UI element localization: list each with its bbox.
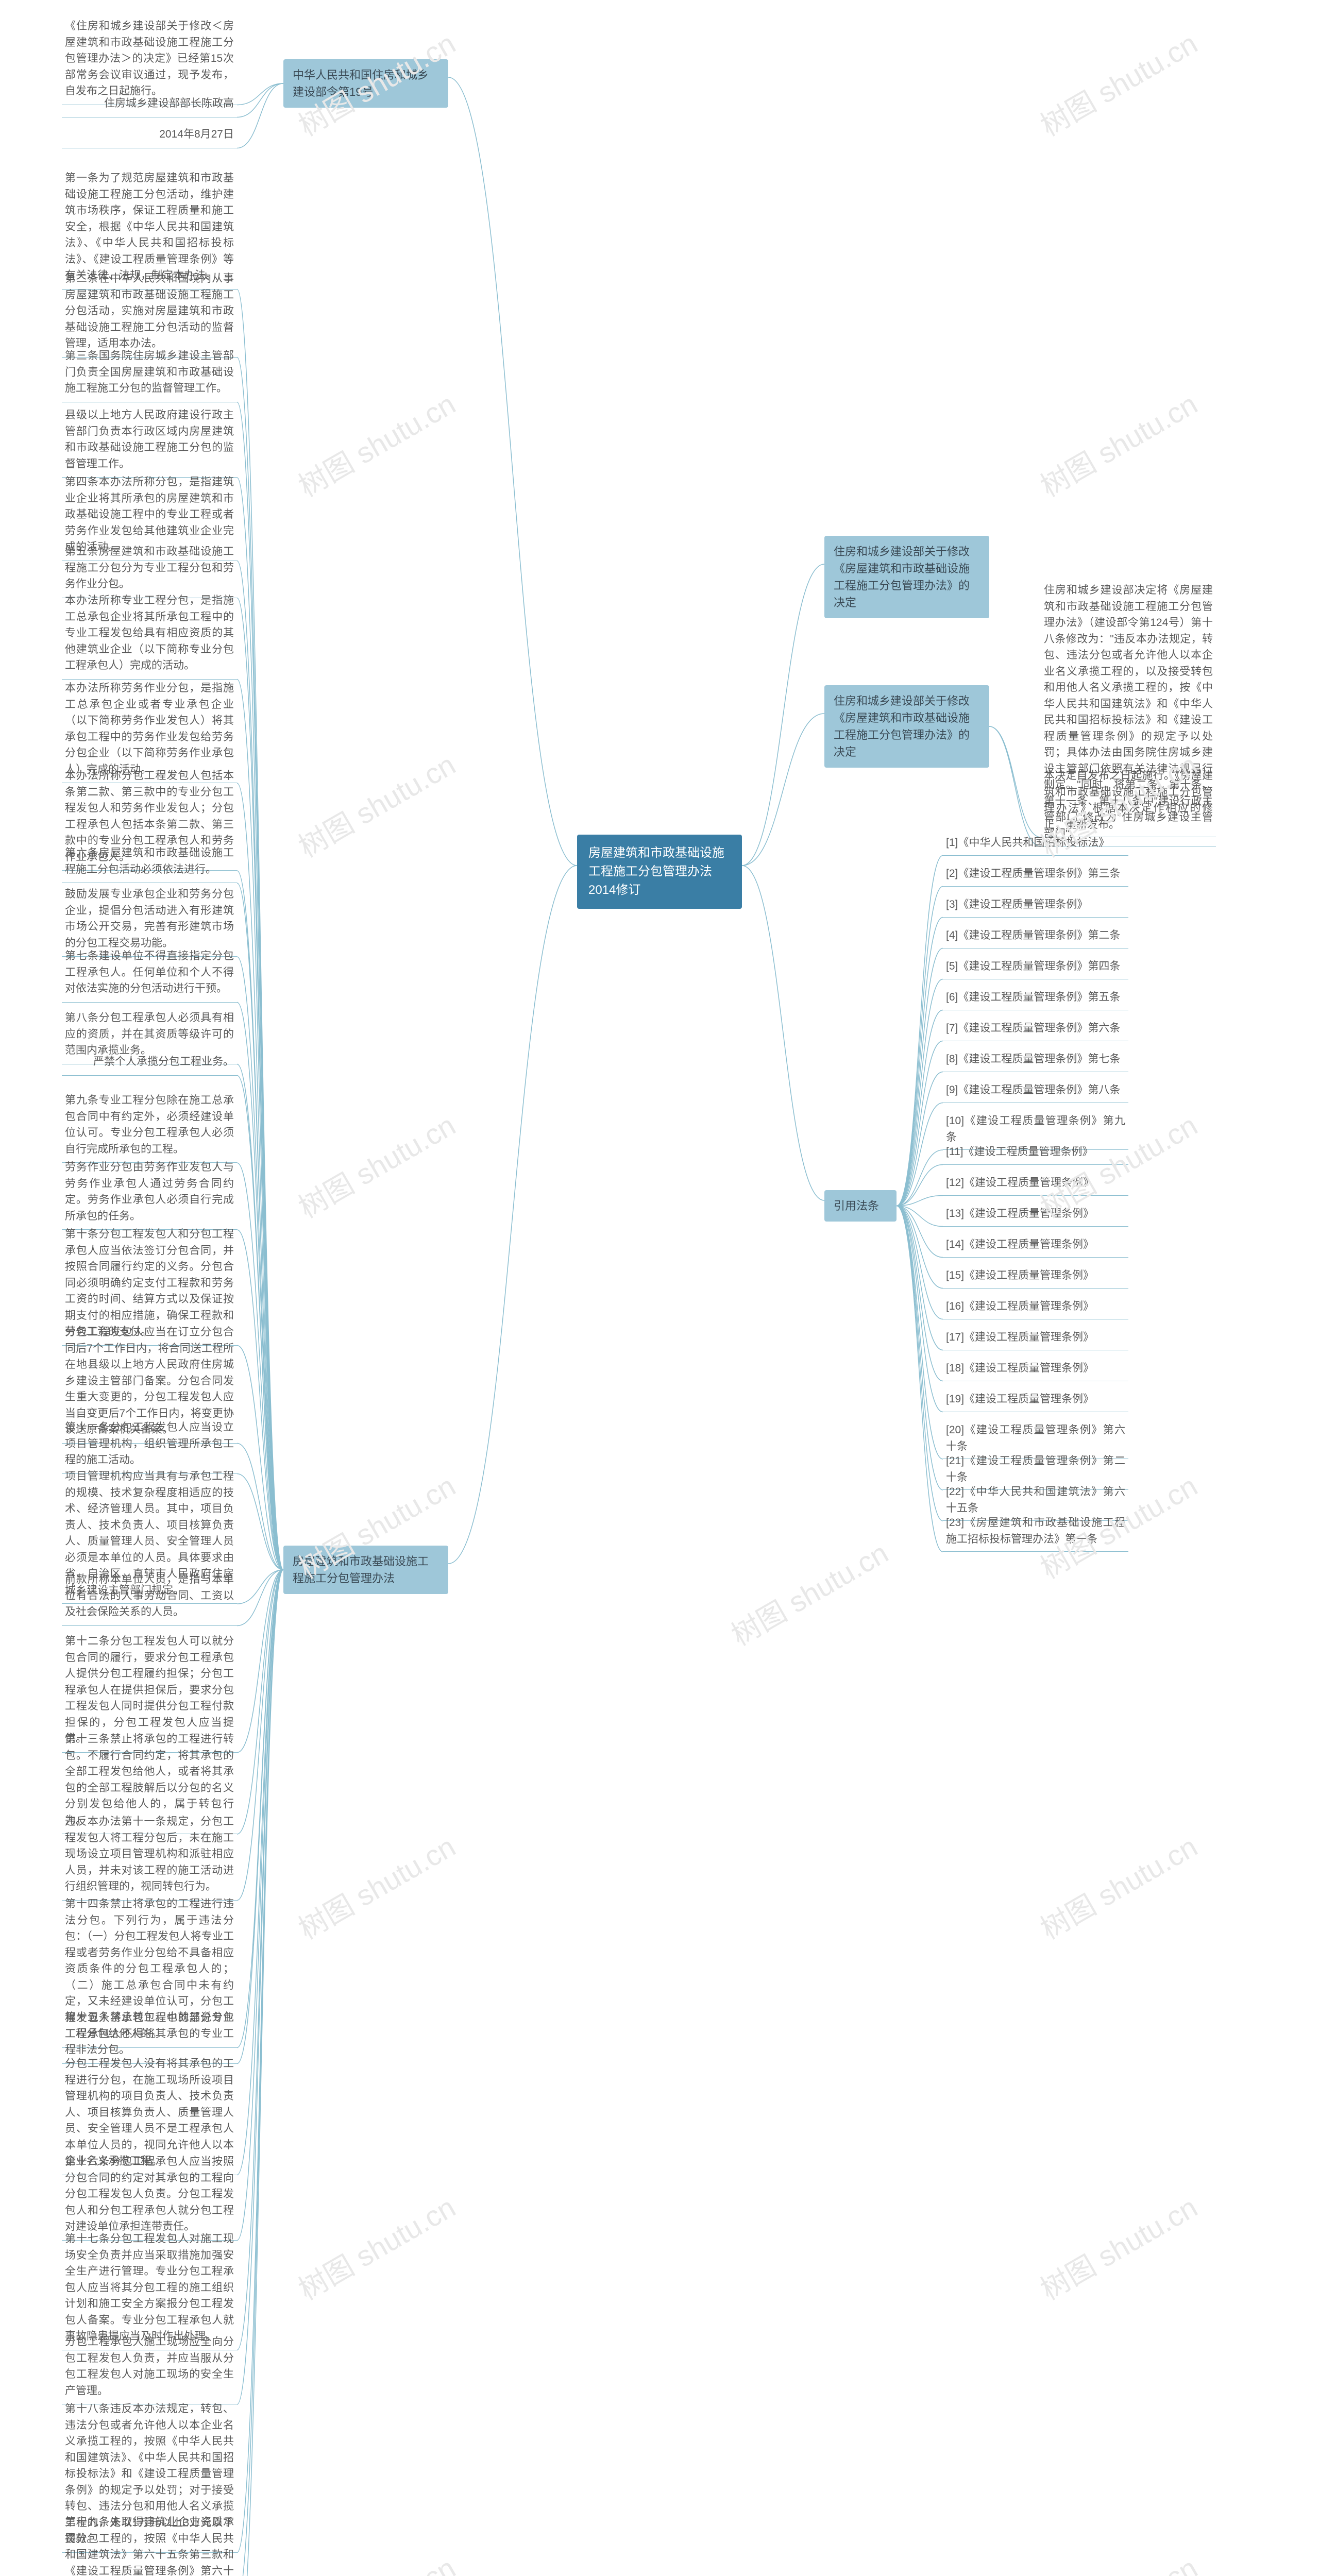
leaf-right-2-13: [14]《建设工程质量管理条例》 bbox=[943, 1236, 1128, 1258]
leaf-left-1-29: 分包工程承包人施工现场应全向分包工程发包人负责，并应当服从分包工程发包人对施工现… bbox=[62, 2334, 237, 2404]
leaf-left-1-31: 第十九条未取得建筑业企业资质承接分包工程的，按照《中华人民共和国建筑法》第六十五… bbox=[62, 2514, 237, 2576]
watermark: 树图 shutu.cn bbox=[1031, 382, 1204, 505]
branch-node-right-2: 引用法条 bbox=[824, 1190, 897, 1222]
watermark: 树图 shutu.cn bbox=[1031, 1824, 1204, 1948]
watermark: 树图 shutu.cn bbox=[290, 2185, 462, 2309]
leaf-left-1-3: 县级以上地方人民政府建设行政主管部门负责本行政区域内房屋建筑和市政基础设施工程施… bbox=[62, 407, 237, 478]
leaf-right-2-3: [4]《建设工程质量管理条例》第二条 bbox=[943, 927, 1128, 948]
leaf-left-1-10: 鼓励发展专业承包企业和劳务分包企业，提倡分包活动进入有形建筑市场公开交易，完善有… bbox=[62, 886, 237, 957]
watermark: 树图 shutu.cn bbox=[1031, 2546, 1204, 2576]
leaf-right-2-22: [23]《房屋建筑和市政基础设施工程施工招标投标管理办法》第一条 bbox=[943, 1515, 1128, 1552]
watermark: 树图 shutu.cn bbox=[290, 2546, 462, 2576]
leaf-left-0-1: 住房城乡建设部部长陈政高 bbox=[62, 95, 237, 117]
leaf-left-1-23: 违反本办法第十一条规定，分包工程发包人将工程分包后，未在施工现场设立项目管理机构… bbox=[62, 1814, 237, 1901]
watermark: 树图 shutu.cn bbox=[290, 382, 462, 505]
leaf-left-1-2: 第三条国务院住房城乡建设主管部门负责全国房屋建筑和市政基础设施工程施工分包的监督… bbox=[62, 348, 237, 402]
branch-node-left-0: 中华人民共和国住房和城乡建设部令第19号 bbox=[283, 59, 448, 108]
leaf-left-1-1: 第二条在中华人民共和国境内从事房屋建筑和市政基础设施工程施工分包活动，实施对房屋… bbox=[62, 270, 237, 358]
leaf-right-2-2: [3]《建设工程质量管理条例》 bbox=[943, 896, 1128, 918]
leaf-left-1-18: 第十一条分包工程发包人应当设立项目管理机构，组织管理所承包工程的施工活动。 bbox=[62, 1419, 237, 1474]
branch-node-right-0: 住房和城乡建设部关于修改《房屋建筑和市政基础设施工程施工分包管理办法》的决定 bbox=[824, 536, 989, 618]
leaf-right-1-1: 本决定自发布之日起施行。《房屋建筑和市政基础设施工程施工分包管理办法》根据本决定… bbox=[1041, 768, 1216, 837]
leaf-right-2-18: [19]《建设工程质量管理条例》 bbox=[943, 1391, 1128, 1412]
leaf-right-2-10: [11]《建设工程质量管理条例》 bbox=[943, 1144, 1128, 1165]
watermark: 树图 shutu.cn bbox=[722, 1531, 894, 1654]
leaf-right-2-14: [15]《建设工程质量管理条例》 bbox=[943, 1267, 1128, 1289]
branch-node-left-1: 房屋建筑和市政基础设施工程施工分包管理办法 bbox=[283, 1546, 448, 1594]
leaf-right-2-15: [16]《建设工程质量管理条例》 bbox=[943, 1298, 1128, 1319]
root-node: 房屋建筑和市政基础设施工程施工分包管理办法2014修订 bbox=[577, 835, 742, 909]
leaf-left-0-0: 《住房和城乡建设部关于修改＜房屋建筑和市政基础设施工程施工分包管理办法＞的决定》… bbox=[62, 18, 237, 105]
leaf-right-2-6: [7]《建设工程质量管理条例》第六条 bbox=[943, 1020, 1128, 1041]
leaf-left-1-14: 第九条专业工程分包除在施工总承包合同中有约定外，必须经建设单位认可。专业分包工程… bbox=[62, 1092, 237, 1163]
leaf-right-2-11: [12]《建设工程质量管理条例》 bbox=[943, 1175, 1128, 1196]
leaf-right-2-8: [9]《建设工程质量管理条例》第八条 bbox=[943, 1082, 1128, 1103]
watermark: 树图 shutu.cn bbox=[1031, 21, 1204, 145]
leaf-left-1-27: 第十六条分包工程承包人应当按照分包合同的约定对其承包的工程向分包工程发包人负责。… bbox=[62, 2154, 237, 2241]
leaf-right-2-4: [5]《建设工程质量管理条例》第四条 bbox=[943, 958, 1128, 979]
leaf-left-0-2: 2014年8月27日 bbox=[62, 126, 237, 148]
leaf-right-2-12: [13]《建设工程质量管理条例》 bbox=[943, 1206, 1128, 1227]
leaf-right-2-16: [17]《建设工程质量管理条例》 bbox=[943, 1329, 1128, 1350]
leaf-right-2-17: [18]《建设工程质量管理条例》 bbox=[943, 1360, 1128, 1381]
leaf-right-2-5: [6]《建设工程质量管理条例》第五条 bbox=[943, 989, 1128, 1010]
leaf-left-1-9: 第六条房屋建筑和市政基础设施工程施工分包活动必须依法进行。 bbox=[62, 845, 237, 883]
watermark: 树图 shutu.cn bbox=[290, 742, 462, 866]
leaf-left-1-13: 严禁个人承揽分包工程业务。 bbox=[62, 1054, 237, 1076]
leaf-left-1-11: 第七条建设单位不得直接指定分包工程承包人。任何单位和个人不得对依法实施的分包活动… bbox=[62, 948, 237, 1003]
leaf-left-1-6: 本办法所称专业工程分包，是指施工总承包企业将其所承包工程中的专业工程发包给具有相… bbox=[62, 592, 237, 680]
watermark: 树图 shutu.cn bbox=[290, 1824, 462, 1948]
leaf-left-1-5: 第五条房屋建筑和市政基础设施工程施工分包分为专业工程分包和劳务作业分包。 bbox=[62, 544, 237, 598]
leaf-left-1-15: 劳务作业分包由劳务作业发包人与劳务作业承包人通过劳务合同约定。劳务作业承包人必须… bbox=[62, 1159, 237, 1230]
leaf-right-2-7: [8]《建设工程质量管理条例》第七条 bbox=[943, 1051, 1128, 1072]
leaf-right-2-0: [1]《中华人民共和国招标投标法》 bbox=[943, 835, 1128, 856]
leaf-right-2-1: [2]《建设工程质量管理条例》第三条 bbox=[943, 866, 1128, 887]
watermark: 树图 shutu.cn bbox=[290, 1103, 462, 1227]
leaf-left-1-28: 第十七条分包工程发包人对施工现场安全负责并应当采取措施加强安全生产进行管理。专业… bbox=[62, 2231, 237, 2350]
watermark: 树图 shutu.cn bbox=[1031, 2185, 1204, 2309]
branch-node-right-1: 住房和城乡建设部关于修改《房屋建筑和市政基础设施工程施工分包管理办法》的决定 bbox=[824, 685, 989, 768]
leaf-left-1-20: 前款所称本单位人员，是指与本单位有合法的人事劳动合同、工资以及社会保险关系的人员… bbox=[62, 1571, 237, 1626]
